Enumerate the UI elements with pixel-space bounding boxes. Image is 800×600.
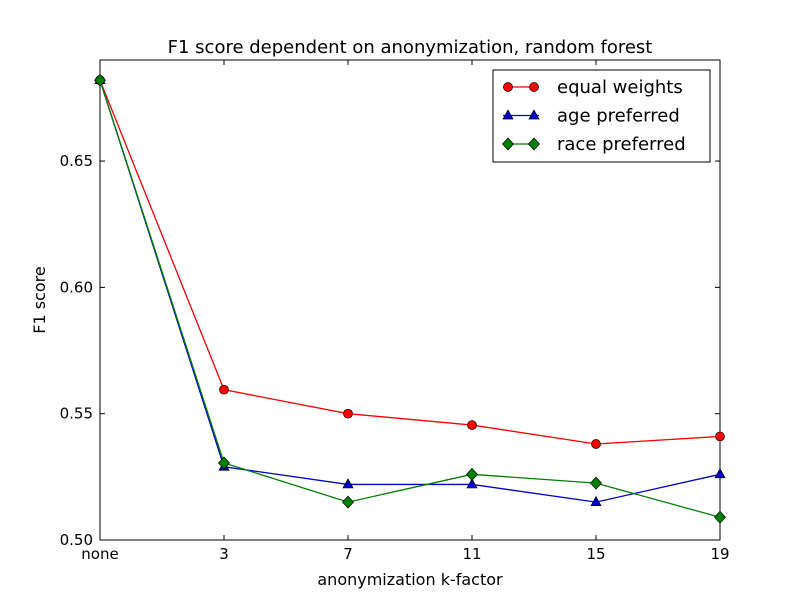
x-tick-label: 19 [710,545,729,563]
data-point [466,478,478,489]
x-tick-label: 3 [219,545,229,563]
data-point [343,408,353,419]
x-axis-label: anonymization k-factor [317,570,503,589]
series-line [99,80,721,518]
data-point [591,439,601,449]
y-axis-label: F1 score [30,266,49,333]
legend-marker [528,109,540,120]
data-point [590,476,602,490]
legend-label: race preferred [557,134,686,155]
x-tick-label: 15 [586,545,605,563]
chart-title: F1 score dependent on anonymization, ran… [168,37,653,58]
x-tick-label: 7 [343,545,353,563]
x-tick-label: 11 [462,545,481,563]
data-point [342,495,354,509]
legend-marker [529,82,539,92]
data-point [714,510,726,524]
legend-marker [503,82,513,92]
x-tick-label: none [81,545,118,563]
data-point [466,467,478,481]
data-point [342,478,354,489]
legend-marker [502,137,514,151]
legend-marker [528,137,540,151]
legend: equal weights age preferred race preferred [492,69,711,163]
y-tick-label: 0.55 [60,405,93,423]
y-tick-label: 0.60 [60,278,93,296]
legend-marker [502,109,514,120]
y-tick-label: 0.65 [60,152,93,170]
data-point [715,431,725,442]
series-line [99,80,721,503]
series-layer [94,73,726,524]
data-point [218,456,230,470]
data-point [219,384,229,395]
legend-label: age preferred [557,106,680,127]
y-tick-label: 0.50 [60,531,93,549]
series-race-preferred [94,73,726,524]
legend-label: equal weights [557,77,683,98]
data-point [467,420,477,430]
data-point [94,73,106,87]
series-line [99,79,721,445]
data-point [590,495,602,506]
data-point [714,468,726,479]
axis-ticks: none 3 7 11 15 19 0.50 0.55 0.60 0.65 [60,60,730,563]
